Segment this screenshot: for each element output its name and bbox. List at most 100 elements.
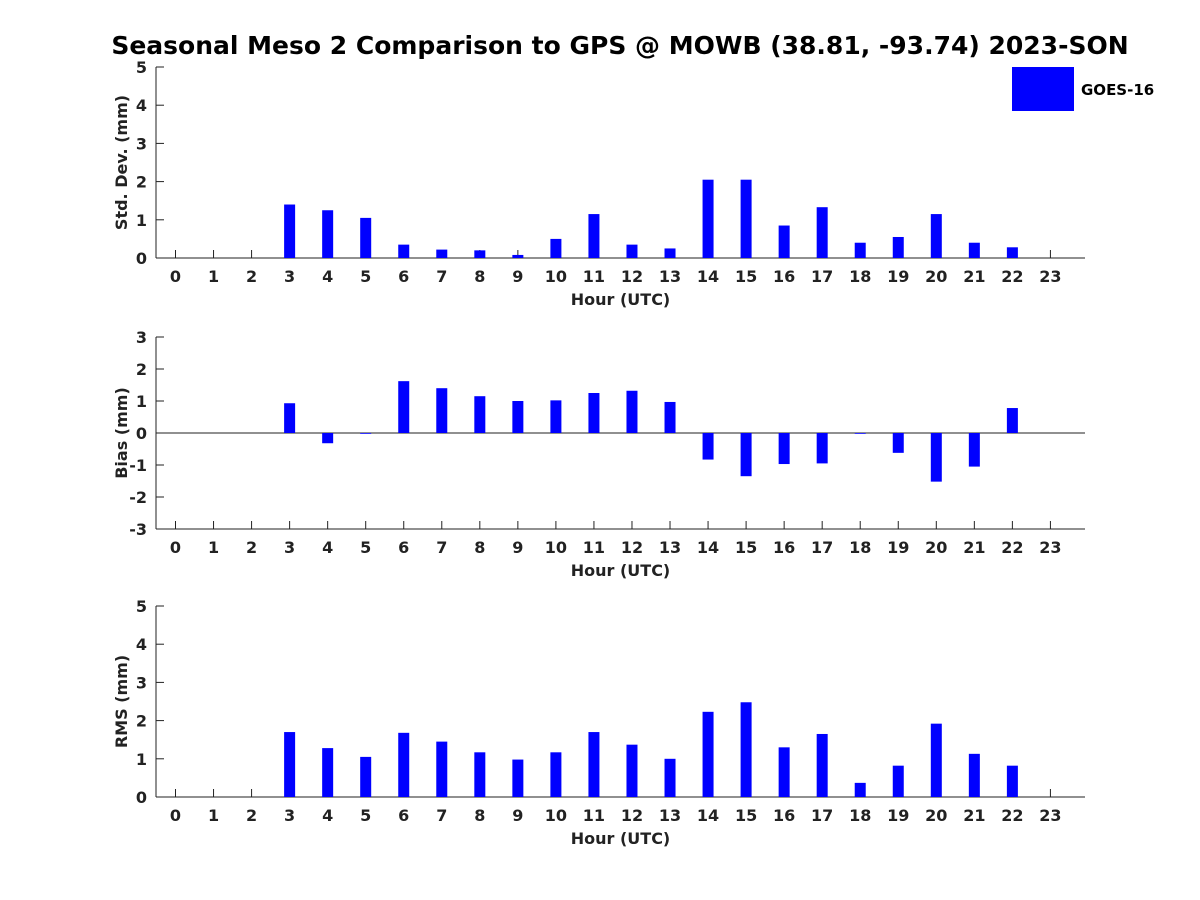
bar-hour-7 [436,741,448,797]
bar-hour-16 [778,433,790,465]
bar-hour-10 [550,400,562,433]
bar-hour-15 [740,433,752,477]
bar-hour-5 [360,756,372,797]
x-tick-label: 12 [621,267,643,286]
bar-hour-16 [778,747,790,797]
x-tick-label: 8 [474,267,485,286]
bar-hour-11 [588,732,600,797]
y-tick-label: -3 [129,520,147,539]
bar-hour-22 [1006,408,1018,433]
x-tick-label: 11 [583,806,605,825]
x-tick-label: 3 [284,538,295,557]
x-tick-label: 20 [925,538,947,557]
legend: GOES-16 [1012,67,1154,111]
legend-label: GOES-16 [1081,81,1154,99]
x-tick-label: 18 [849,267,871,286]
bar-hour-11 [588,214,600,258]
y-tick-label: 0 [136,249,147,268]
y-tick-label: 3 [136,673,147,692]
bar-hour-18 [854,242,866,258]
x-tick-label: 21 [963,538,985,557]
bar-hour-3 [284,403,296,433]
x-tick-label: 3 [284,267,295,286]
bar-hour-13 [664,401,676,433]
y-axis-label: RMS (mm) [112,655,131,748]
x-axis-label: Hour (UTC) [571,561,671,580]
bar-hour-10 [550,238,562,258]
x-tick-label: 20 [925,806,947,825]
x-tick-label: 6 [398,267,409,286]
x-tick-label: 3 [284,806,295,825]
x-tick-label: 0 [170,806,181,825]
y-tick-label: -2 [129,488,147,507]
bar-hour-20 [930,433,942,482]
x-tick-label: 4 [322,806,333,825]
x-tick-label: 14 [697,538,719,557]
bar-hour-19 [892,236,904,258]
bar-hour-13 [664,248,676,258]
x-tick-label: 19 [887,538,909,557]
x-tick-label: 13 [659,538,681,557]
bar-hour-21 [968,433,980,467]
x-tick-label: 22 [1001,538,1023,557]
bar-hour-15 [740,702,752,797]
x-tick-label: 16 [773,267,795,286]
x-tick-label: 17 [811,538,833,557]
x-tick-label: 8 [474,538,485,557]
bar-hour-14 [702,433,714,460]
x-tick-label: 6 [398,806,409,825]
bar-hour-21 [968,242,980,258]
bar-hour-22 [1006,247,1018,258]
bar-hour-7 [436,249,448,258]
bar-hour-17 [816,207,828,258]
x-tick-label: 5 [360,267,371,286]
y-tick-label: 3 [136,134,147,153]
x-tick-label: 17 [811,806,833,825]
bar-hour-9 [512,759,524,797]
y-tick-label: 1 [136,211,147,230]
x-tick-label: 1 [208,538,219,557]
x-axis-label: Hour (UTC) [571,829,671,848]
y-tick-label: 2 [136,360,147,379]
bar-hour-14 [702,711,714,797]
y-tick-label: 4 [136,635,147,654]
x-tick-label: 8 [474,806,485,825]
x-tick-label: 19 [887,267,909,286]
x-tick-label: 0 [170,267,181,286]
bar-hour-19 [892,765,904,797]
bar-hour-4 [322,748,334,797]
y-tick-label: 2 [136,173,147,192]
x-tick-label: 22 [1001,806,1023,825]
bar-hour-21 [968,753,980,797]
bar-hour-20 [930,723,942,797]
x-tick-label: 9 [512,806,523,825]
x-tick-label: 21 [963,806,985,825]
x-tick-label: 1 [208,806,219,825]
bar-hour-9 [512,401,524,433]
bar-hour-9 [512,254,524,258]
bar-hour-15 [740,179,752,258]
bar-hour-4 [322,433,334,444]
x-tick-label: 16 [773,538,795,557]
y-tick-label: 5 [136,597,147,616]
x-tick-label: 14 [697,806,719,825]
x-tick-label: 5 [360,806,371,825]
y-axis-label: Bias (mm) [112,387,131,479]
y-tick-label: 1 [136,750,147,769]
x-tick-label: 10 [545,806,567,825]
x-tick-label: 11 [583,267,605,286]
y-tick-label: 5 [136,58,147,77]
y-tick-label: 3 [136,328,147,347]
chart-title: Seasonal Meso 2 Comparison to GPS @ MOWB… [111,31,1128,60]
x-tick-label: 7 [436,538,447,557]
bar-hour-6 [398,732,410,797]
bar-hour-5 [360,217,372,258]
x-tick-label: 20 [925,267,947,286]
x-tick-label: 7 [436,806,447,825]
x-tick-label: 12 [621,806,643,825]
